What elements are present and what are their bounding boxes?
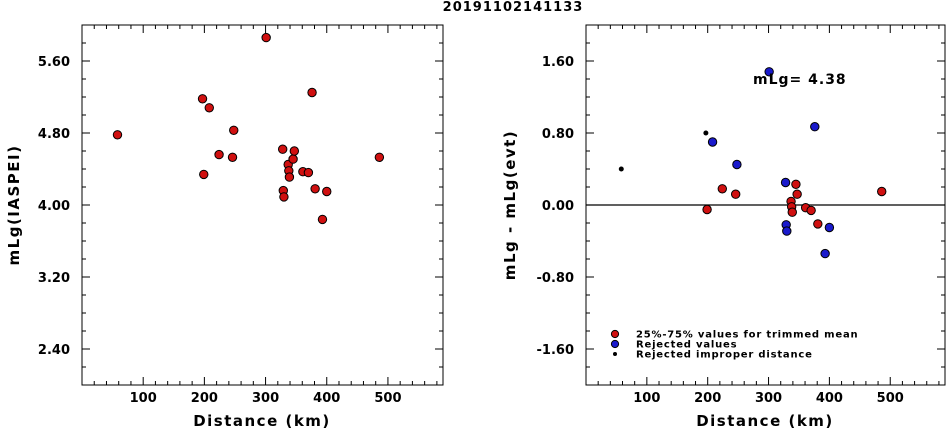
right-x-axis-title: Distance (km) [696, 412, 834, 428]
left-data-point [277, 144, 288, 154]
left-data-point [317, 214, 328, 225]
y-tick-label: 1.60 [542, 55, 574, 70]
x-tick-label: 500 [374, 391, 401, 406]
left-data-point [214, 149, 224, 160]
x-tick-label: 300 [252, 391, 279, 406]
y-tick-label: 0.80 [542, 127, 574, 142]
x-tick-label: 200 [694, 391, 721, 406]
right-panel: 100 200 300 400 500 -1.60 -0.80 0.00 0.80 1.60 mL… [501, 24, 946, 428]
left-data-point [204, 103, 214, 113]
left-axes: 100 200 300 400 500 2.40 3.20 4.00 4.80 5.60 [38, 25, 443, 406]
right-data-point [813, 219, 823, 229]
right-data-point [787, 207, 797, 217]
left-data-point [112, 130, 123, 140]
left-data-point [279, 192, 289, 202]
right-data-point [810, 122, 820, 132]
x-tick-label: 300 [755, 391, 782, 406]
y-tick-label: 5.60 [38, 55, 70, 70]
left-data-point [374, 152, 385, 163]
right-data-point [806, 205, 816, 216]
x-tick-label: 100 [130, 391, 157, 406]
right-data-point [792, 189, 802, 199]
legend: 25%-75% values for trimmed meanRejected … [610, 329, 858, 361]
right-data-point [764, 67, 774, 77]
left-points [112, 32, 385, 225]
left-plot-frame [81, 24, 444, 386]
legend-marker [610, 339, 620, 349]
legend-label: 25%-75% values for trimmed mean [636, 330, 858, 341]
legend-label: Rejected improper distance [636, 350, 813, 361]
right-data-point [717, 184, 727, 194]
legend-label: Rejected values [636, 340, 737, 351]
y-tick-label: 0.00 [542, 199, 574, 214]
left-data-point [322, 186, 332, 197]
left-data-point [199, 169, 209, 180]
x-tick-label: 200 [191, 391, 218, 406]
right-data-point [730, 189, 741, 199]
right-axes: 100 200 300 400 500 -1.60 -0.80 0.00 0.80 1.60 [537, 25, 945, 406]
x-tick-label: 400 [313, 391, 340, 406]
legend-marker [613, 352, 617, 356]
right-data-point [877, 186, 887, 197]
right-y-axis-title: mLg - mLg(evt) [501, 130, 519, 280]
left-data-point [303, 167, 314, 178]
left-data-point [227, 152, 238, 163]
left-data-point [229, 125, 239, 136]
left-data-point [307, 87, 317, 98]
right-data-point [780, 177, 791, 188]
left-data-point [261, 32, 271, 43]
mlg-annotation: mLg= 4.38 [753, 72, 847, 88]
right-points [618, 67, 887, 259]
figure-title: 20191102141133 [443, 0, 584, 15]
left-data-point [288, 154, 298, 164]
x-tick-label: 500 [877, 391, 904, 406]
left-data-point [289, 146, 300, 156]
right-data-point [791, 179, 801, 190]
y-tick-label: 4.00 [38, 199, 70, 214]
right-data-point [707, 137, 718, 147]
y-tick-label: -1.60 [537, 343, 574, 358]
x-tick-label: 100 [633, 391, 660, 406]
right-data-point [703, 130, 709, 136]
right-data-point [824, 222, 835, 233]
left-panel: 100 200 300 400 500 2.40 3.20 4.00 4.80 5.60 Dist… [5, 24, 444, 428]
y-tick-label: -0.80 [537, 271, 574, 286]
y-tick-label: 3.20 [38, 271, 70, 286]
left-y-axis-title: mLg(IASPEI) [5, 145, 23, 266]
right-data-point [732, 159, 742, 170]
left-x-axis-title: Distance (km) [193, 412, 331, 428]
left-data-point [284, 172, 295, 182]
right-data-point [702, 204, 712, 215]
left-data-point [197, 94, 208, 104]
x-tick-label: 400 [816, 391, 843, 406]
right-data-point [820, 248, 830, 259]
y-tick-label: 2.40 [38, 343, 70, 358]
y-tick-label: 4.80 [38, 127, 70, 142]
right-data-point [782, 226, 792, 236]
left-data-point [310, 184, 320, 194]
right-data-point [618, 166, 624, 172]
legend-marker [610, 329, 620, 339]
